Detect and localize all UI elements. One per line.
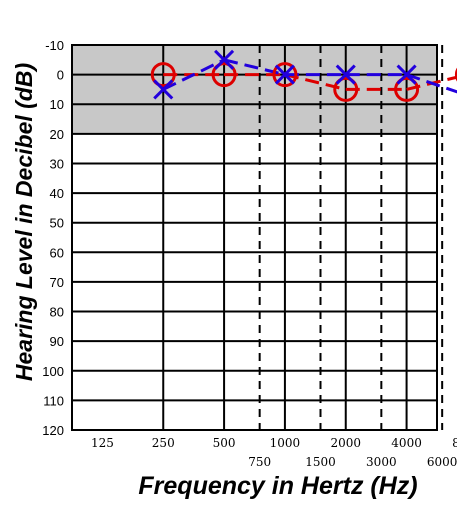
x-marker	[153, 79, 174, 100]
x-axis-label: Frequency in Hertz (Hz)	[138, 472, 417, 500]
x-tick-label-minor: 750	[248, 455, 271, 469]
x-marker-stroke	[396, 64, 417, 85]
circle-marker	[272, 62, 298, 88]
x-tick-label: 4000	[391, 436, 422, 450]
circle-marker	[211, 62, 237, 88]
y-tick-label: 40	[50, 186, 64, 201]
circle-marker	[150, 62, 176, 88]
x-tick-label: 1000	[270, 436, 301, 450]
y-tick-label: 60	[50, 245, 64, 260]
series-line-segment	[162, 58, 225, 91]
series-line-segment	[406, 73, 457, 94]
x-tick-label-minor: 1500	[305, 455, 336, 469]
plot-border	[71, 44, 438, 431]
y-tick-label: -10	[45, 38, 64, 53]
x-tick-label: 125	[91, 436, 114, 450]
y-tick-label: 100	[42, 364, 64, 379]
x-marker	[396, 64, 417, 85]
circle-marker	[333, 76, 359, 102]
y-axis-label: Hearing Level in Decibel (dB)	[11, 63, 37, 381]
y-tick-label: 50	[50, 216, 64, 231]
x-marker	[214, 49, 235, 70]
y-tick-label: 120	[42, 423, 64, 438]
x-tick-label: 8000	[452, 436, 457, 450]
x-marker	[335, 64, 356, 85]
y-tick-label: 70	[50, 275, 64, 290]
x-tick-label: 2000	[330, 436, 361, 450]
y-tick-label: 10	[50, 97, 64, 112]
y-tick-label: 80	[50, 305, 64, 320]
y-tick-label: 110	[43, 393, 64, 408]
x-tick-label-minor: 6000	[427, 455, 457, 469]
x-marker-stroke	[335, 64, 356, 85]
x-marker-stroke	[214, 49, 235, 70]
x-marker-stroke	[274, 64, 295, 85]
y-tick-label: 30	[50, 156, 64, 171]
circle-marker	[454, 67, 457, 82]
x-marker	[274, 64, 295, 85]
circle-marker	[394, 76, 420, 102]
x-marker-stroke	[153, 79, 174, 100]
y-tick-label: 20	[50, 127, 64, 142]
y-tick-label: 0	[57, 68, 64, 83]
x-tick-label: 250	[152, 436, 175, 450]
x-tick-label-minor: 3000	[366, 455, 397, 469]
y-tick-label: 90	[50, 334, 64, 349]
x-tick-label: 500	[213, 436, 236, 450]
